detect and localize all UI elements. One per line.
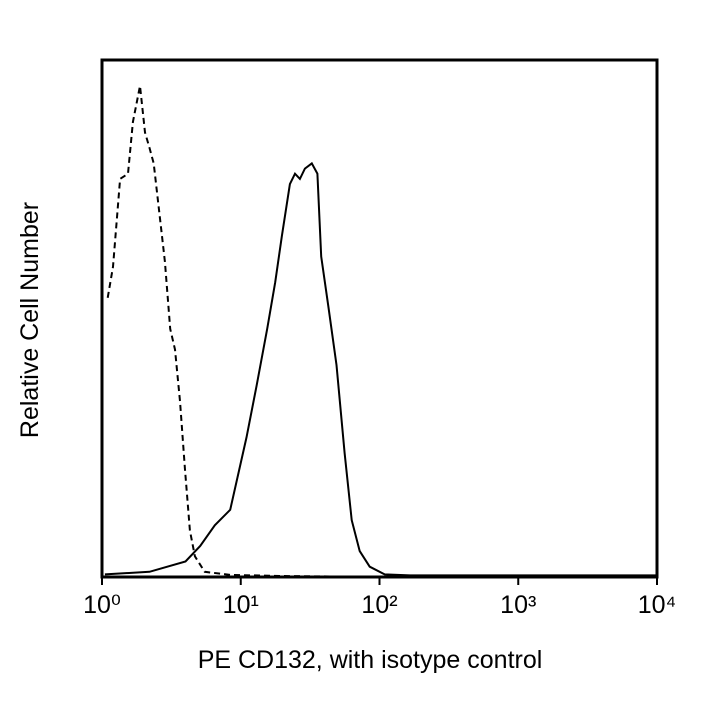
x-tick-label: 10⁴ <box>638 591 677 619</box>
x-tick-label: 10⁰ <box>83 591 121 619</box>
y-axis-title: Relative Cell Number <box>16 202 44 438</box>
x-tick-label: 10³ <box>500 591 536 619</box>
x-tick-label: 10² <box>361 591 397 619</box>
histogram-line <box>106 85 380 578</box>
histogram-line <box>104 161 657 577</box>
x-axis-title: PE CD132, with isotype control <box>198 646 543 674</box>
plot-frame <box>100 58 659 579</box>
x-tick-label: 10¹ <box>223 591 259 619</box>
